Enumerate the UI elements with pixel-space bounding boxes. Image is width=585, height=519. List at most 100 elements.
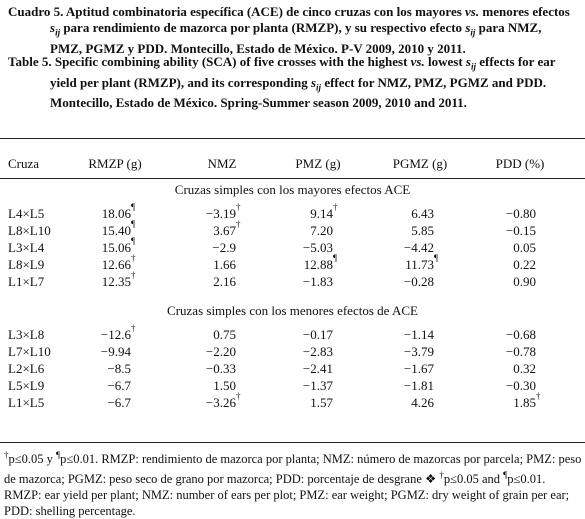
caption-text: s	[50, 20, 56, 35]
cell-value: 7.20	[310, 223, 333, 238]
cell-value: −5.03	[302, 240, 333, 255]
cell: 12.66 †	[102, 253, 136, 273]
cell: 1.85 †	[513, 391, 541, 411]
caption-text: para NMZ, PMZ, PGMZ y PDD. Montecillo, E…	[50, 20, 542, 56]
cell-value: −6.7	[107, 395, 131, 410]
cell-value: −0.80	[505, 206, 536, 221]
cell: −2.83	[303, 344, 333, 360]
cell-value: 1.66	[213, 257, 236, 272]
section-title-row: Cruzas simples con los menores efectos d…	[0, 291, 585, 327]
cell-value: −8.5	[107, 361, 131, 376]
cell-value: −0.17	[302, 327, 333, 342]
cell-value: −12.6 †	[100, 323, 136, 342]
cell: −6.7	[107, 378, 131, 394]
cross-label: L7×L10	[8, 344, 51, 359]
column-header: PMZ (g)	[295, 156, 341, 171]
cell-value: 1.50	[213, 378, 236, 393]
cell: 12.35 †	[102, 270, 136, 290]
caption-text: ij	[470, 27, 476, 38]
cell: −0.80	[506, 206, 536, 222]
table-row: L2×L6 −8.5 −0.33 −2.41 −1.67 0.32	[0, 361, 585, 378]
cell-value: −3.19 †	[205, 202, 241, 221]
page: Cuadro 5. Aptitud combinatoria específic…	[0, 4, 585, 519]
cell: 7.20	[310, 223, 333, 239]
table-row: L1×L7 12.35 † 2.16 −1.83 −0.28 0.90	[0, 270, 585, 291]
cell: −2.9	[212, 240, 236, 256]
table-row: L8×L9 12.66 † 1.66 12.88 ¶ 11.73 ¶ 0.22	[0, 253, 585, 274]
cell-value: −3.79	[403, 344, 434, 359]
footnote: † p≤0.05 y ¶p≤0.01. RMZP: rendimiento de …	[4, 447, 582, 519]
significance-mark: †	[333, 202, 338, 212]
footnote-text: p≤0.05 and	[443, 472, 504, 487]
cell-value: 1.57	[310, 395, 333, 410]
cross-label: L1×L7	[8, 274, 45, 289]
significance-mark: ¶	[131, 219, 136, 229]
cell: 12.88 ¶	[303, 253, 338, 273]
cell-value: 1.85 †	[513, 391, 541, 410]
caption-text: Table 5. Specific combining ability (SCA…	[8, 54, 411, 69]
table-row: L8×L10 15.40 ¶ 3.67 † 7.20 5.85 −0.15	[0, 219, 585, 240]
footnote-text: ¶	[503, 470, 508, 481]
table-row: L3×L8 −12.6 † 0.75 −0.17 −1.14 −0.68	[0, 323, 585, 344]
significance-mark: ¶	[131, 236, 136, 246]
cell-value: 0.90	[513, 274, 536, 289]
cross-label: L3×L8	[8, 327, 45, 342]
cell: −3.26 †	[206, 391, 241, 411]
cell: −0.33	[206, 361, 236, 377]
significance-mark: ¶	[131, 202, 136, 212]
cell: 2.16	[213, 274, 236, 290]
table: Cruza RMZP (g) NMZ PMZ (g) PGMZ (g) PDD (%) Cr…	[0, 154, 585, 412]
top-rule	[0, 138, 585, 139]
cell: 5.85	[411, 223, 434, 239]
cell: −4.42	[404, 240, 434, 256]
table-row: L7×L10 −9.94 −2.20 −2.83 −3.79 −0.78	[0, 344, 585, 361]
cell: −0.68	[506, 327, 536, 343]
caption-text: vs.	[410, 54, 425, 69]
caption-text: Cuadro 5. Aptitud combinatoria específic…	[8, 4, 466, 19]
cross-label: L3×L4	[8, 240, 45, 255]
cell: −0.28	[404, 274, 434, 290]
cell-value: −4.42	[403, 240, 434, 255]
cell: 0.32	[513, 361, 536, 377]
cross-label: L2×L6	[8, 361, 45, 376]
cell-value: −9.94	[100, 344, 131, 359]
footnote-text: p≤0.05 y	[8, 452, 56, 467]
cell: 15.40 ¶	[102, 219, 135, 239]
cell-value: 12.88 ¶	[303, 253, 338, 272]
footnote-text: †	[439, 470, 444, 481]
cell-value: −2.41	[302, 361, 333, 376]
caption-text: vs.	[465, 4, 480, 19]
column-header: PGMZ (g)	[392, 156, 448, 171]
footnote-text: p≤0.01. RMZP: rendimiento de mazorca por…	[4, 452, 582, 487]
cell-value: −6.7	[107, 378, 131, 393]
caption-spanish: Cuadro 5. Aptitud combinatoria específic…	[8, 4, 576, 57]
cell-value: −1.14	[403, 327, 434, 342]
cell: −0.15	[506, 223, 536, 239]
cell-value: 2.16	[213, 274, 236, 289]
cell-value: −1.81	[403, 378, 434, 393]
cell: 18.06 ¶	[102, 202, 135, 222]
cell: 0.05	[513, 240, 536, 256]
significance-mark: †	[236, 219, 241, 229]
column-header: RMZP (g)	[88, 156, 142, 171]
cell-value: 4.26	[411, 395, 434, 410]
cell-value: 0.05	[513, 240, 536, 255]
cell: −3.79	[404, 344, 434, 360]
cell-value: −0.78	[505, 344, 536, 359]
caption-text: lowest	[424, 54, 466, 69]
column-header: Cruza	[8, 156, 40, 171]
cross-label: L1×L5	[8, 395, 45, 410]
cell: −1.37	[303, 378, 333, 394]
caption-text: s	[465, 54, 471, 69]
cell: −12.6 †	[100, 323, 136, 343]
cell-value: 5.85	[411, 223, 434, 238]
table-row: L5×L9 −6.7 1.50 −1.37 −1.81 −0.30	[0, 378, 585, 395]
table-row: L1×L5 −6.7 −3.26 † 1.57 4.26 1.85 †	[0, 391, 585, 412]
cell-value: 3.67 †	[213, 219, 241, 238]
cell: −6.7	[107, 395, 131, 411]
cell-value: −0.30	[505, 378, 536, 393]
caption-text: ij	[470, 61, 476, 72]
cell: −8.5	[107, 361, 131, 377]
cell-value: 9.14 †	[310, 202, 338, 221]
cell: −2.41	[303, 361, 333, 377]
